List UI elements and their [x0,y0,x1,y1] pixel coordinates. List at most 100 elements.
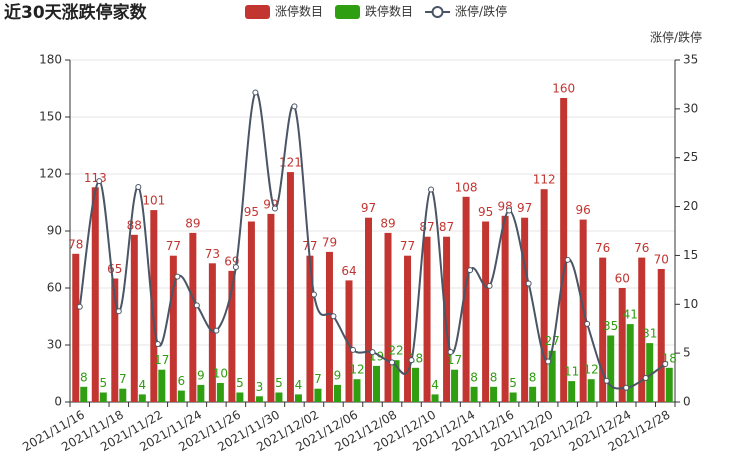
bar [501,215,509,402]
y2-tick-label: 35 [683,53,698,67]
y2-tick-label: 0 [683,395,691,409]
bar-value-label: 8 [529,370,537,384]
bar-value-label: 79 [322,235,337,249]
bar-value-label: 78 [68,237,83,251]
line-point [662,360,669,367]
bar-value-label: 64 [341,264,356,278]
bar-value-label: 7 [314,372,322,386]
line-point [525,280,532,287]
bar [130,234,138,402]
bar-value-label: 87 [419,220,434,234]
bar-value-label: 31 [642,327,657,341]
bar [314,388,322,402]
y-tick-label: 0 [54,395,62,409]
bar [482,221,490,402]
bar [665,367,673,402]
line-point [135,184,142,191]
bar-value-label: 7 [119,372,127,386]
line-point [96,178,103,185]
bar-value-label: 12 [584,363,599,377]
line-point [545,358,552,365]
line-point [642,375,649,382]
bar-value-label: 88 [127,218,142,232]
bar-value-label: 97 [517,201,532,215]
bar-value-label: 97 [361,201,376,215]
bar-value-label: 95 [244,205,259,219]
bar-value-label: 6 [178,374,186,388]
y-tick-label: 150 [39,110,62,124]
bar-value-label: 87 [439,220,454,234]
bar-value-label: 5 [99,376,107,390]
line-point [623,384,630,391]
bar [646,343,654,402]
bar [80,386,88,402]
bar-value-label: 77 [166,239,181,253]
bar [138,394,146,402]
bar-value-label: 27 [545,334,560,348]
bar-value-label: 5 [275,376,283,390]
bar [431,394,439,402]
bar-value-label: 11 [564,365,579,379]
bar-value-label: 113 [84,171,107,185]
bar-value-label: 112 [533,173,556,187]
y-tick-label: 90 [47,224,62,238]
bar [197,384,205,402]
line-point [291,103,298,110]
bar [150,210,158,402]
y2-tick-label: 25 [683,150,698,164]
bar [99,392,107,402]
bar [607,335,615,402]
bar [247,221,255,402]
bar-value-label: 77 [400,239,415,253]
bar-value-label: 101 [142,194,165,208]
line-point [174,273,181,280]
line-point [310,291,317,298]
bar [548,350,556,402]
line-point [330,313,337,320]
bar [236,392,244,402]
y2-axis-label: 涨停/跌停 [650,30,702,45]
bar [158,369,166,402]
bar-value-label: 17 [447,353,462,367]
line-point [447,348,454,355]
bar [384,232,392,402]
bar-value-label: 5 [236,376,244,390]
y2-tick-label: 20 [683,199,698,213]
y-tick-label: 180 [39,53,62,67]
y-tick-label: 30 [47,338,62,352]
bar-value-label: 4 [431,378,439,392]
bar-value-label: 35 [603,319,618,333]
bar [189,232,197,402]
legend-label: 涨停/跌停 [455,4,507,19]
bar [345,280,353,402]
bar [509,392,517,402]
bar [618,288,626,402]
bar [169,255,177,402]
bar [333,384,341,402]
bar-value-label: 5 [509,376,517,390]
bar [286,172,294,402]
y-tick-label: 60 [47,281,62,295]
line-point [389,359,396,366]
line-point [408,357,415,364]
y2-tick-label: 10 [683,297,698,311]
legend-swatch [335,5,361,19]
bar-value-label: 8 [80,370,88,384]
bar [177,390,185,402]
legend-swatch [431,6,444,18]
y-tick-label: 120 [39,167,62,181]
line-point [115,308,122,315]
bar-value-label: 76 [634,241,649,255]
bar [353,379,361,402]
bar [521,217,529,402]
bar [294,394,302,402]
bar-value-label: 108 [455,180,478,194]
bar-value-label: 70 [654,253,669,267]
bar [111,278,119,402]
bar-value-label: 73 [205,247,220,261]
bar-value-label: 89 [380,216,395,230]
bar [423,236,431,402]
bar [275,392,283,402]
bar [638,257,646,402]
bar [560,98,568,402]
